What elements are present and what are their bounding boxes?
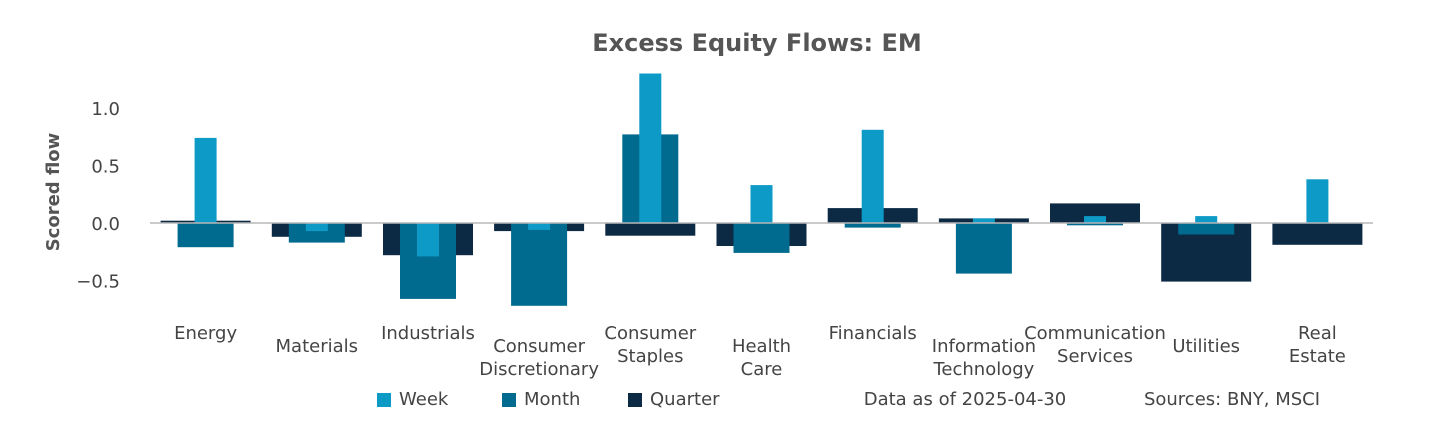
legend-swatch-week: [377, 393, 391, 407]
bar-quarter-real-estate: [1272, 223, 1363, 245]
bar-week-materials: [305, 223, 328, 232]
bar-week-financials: [861, 129, 884, 223]
bars: [160, 73, 1363, 306]
category-label-consumer-staples: Consumer Staples: [604, 323, 696, 367]
category-label-financials: Financials: [829, 323, 917, 344]
bar-week-health-care: [750, 185, 773, 223]
category-label-health-care: Health Care: [732, 336, 791, 380]
legend: Week Month Quarter: [377, 389, 720, 410]
y-tick-label: 0.0: [91, 214, 120, 235]
data-date-note: Data as of 2025-04-30: [864, 389, 1067, 410]
legend-label-week: Week: [399, 389, 449, 410]
bar-week-real-estate: [1306, 179, 1329, 223]
category-label-energy: Energy: [174, 323, 237, 344]
bar-week-consumer-discretionary: [528, 223, 551, 230]
bar-month-communication-services: [1067, 223, 1123, 226]
category-label-industrials: Industrials: [381, 323, 475, 344]
bar-month-consumer-discretionary: [511, 223, 568, 306]
legend-swatch-quarter: [628, 393, 642, 407]
y-tick-label: 1.0: [91, 99, 120, 120]
y-axis-ticks: 1.0 0.5 0.0 −0.5: [76, 99, 120, 293]
y-tick-label: 0.5: [91, 157, 120, 178]
y-tick-label: −0.5: [76, 272, 120, 293]
category-label-communication-services: Communication Services: [1024, 323, 1166, 367]
legend-swatch-month: [502, 393, 516, 407]
category-label-consumer-discretionary: Consumer Discretionary: [479, 336, 599, 380]
bar-month-materials: [288, 223, 345, 243]
bar-month-financials: [844, 223, 901, 228]
chart-title: Excess Equity Flows: EM: [592, 29, 921, 57]
bar-week-utilities: [1195, 216, 1218, 223]
bar-week-energy: [194, 137, 217, 223]
category-label-utilities: Utilities: [1172, 336, 1240, 357]
bar-week-communication-services: [1084, 216, 1106, 223]
bar-month-health-care: [733, 223, 790, 253]
bar-quarter-consumer-staples: [605, 223, 696, 236]
category-label-real-estate: Real Estate: [1289, 323, 1346, 367]
bar-week-consumer-staples: [639, 73, 662, 223]
bar-month-energy: [177, 223, 234, 248]
bar-week-industrials: [417, 223, 439, 257]
category-label-materials: Materials: [276, 336, 359, 357]
category-label-information-technology: Information Technology: [932, 336, 1036, 380]
sources-note: Sources: BNY, MSCI: [1144, 389, 1320, 410]
bar-month-information-technology: [955, 223, 1012, 274]
bar-quarter-communication-services: [1050, 203, 1140, 223]
legend-label-quarter: Quarter: [650, 389, 720, 410]
bar-month-utilities: [1178, 223, 1235, 235]
legend-label-month: Month: [524, 389, 580, 410]
y-axis-label: Scored flow: [43, 133, 64, 252]
bar-week-information-technology: [972, 218, 995, 223]
